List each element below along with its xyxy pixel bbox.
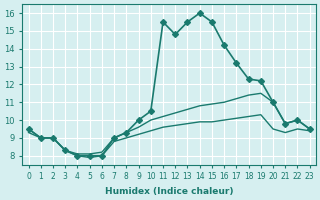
- X-axis label: Humidex (Indice chaleur): Humidex (Indice chaleur): [105, 187, 233, 196]
